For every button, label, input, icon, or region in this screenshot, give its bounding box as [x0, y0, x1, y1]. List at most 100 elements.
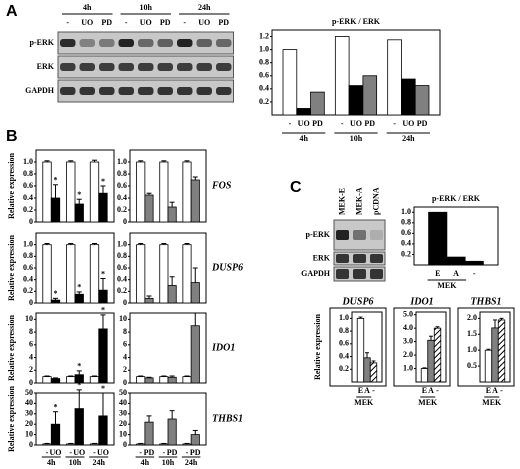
y-tick-label: 1.0	[117, 157, 127, 166]
y-tick-label: 0.6	[401, 228, 411, 237]
y-tick-label: 10	[25, 429, 33, 438]
y-tick-label: 0.4	[117, 193, 127, 202]
blot-band	[99, 39, 115, 47]
y-tick-label: 0.4	[23, 193, 33, 202]
blot-band	[196, 87, 212, 95]
bar	[427, 339, 435, 383]
plot-frame	[413, 206, 499, 266]
bar	[190, 434, 200, 446]
y-tick-label: 0	[29, 440, 33, 449]
blot-lane-label: PD	[160, 18, 171, 27]
y-tick-label: 0.6	[23, 181, 33, 190]
x-tick-label: UO	[50, 448, 62, 457]
blot-band	[177, 63, 193, 71]
bar	[190, 179, 200, 223]
y-axis-label: Relative expression	[7, 153, 16, 219]
x-tick-label: UO	[298, 119, 310, 128]
y-tick-label: 0.8	[23, 169, 33, 178]
x-tick-label: -	[163, 448, 166, 457]
bar	[144, 297, 154, 304]
bar	[136, 161, 146, 223]
x-tick-label: PD	[167, 448, 178, 457]
x-tick-label: PD	[144, 448, 155, 457]
group-label: 4h	[141, 458, 150, 467]
y-tick-label: 3.0	[403, 336, 413, 345]
y-tick-label: 0.4	[117, 274, 127, 283]
y-tick-label: 50	[25, 388, 33, 397]
y-tick-label: 0.8	[23, 251, 33, 260]
blot-row-label: p-ERK	[30, 38, 55, 47]
y-tick-label: 0	[123, 440, 127, 449]
y-axis-label: Relative expression	[7, 386, 16, 452]
blot-band	[216, 87, 232, 95]
panel-label: B	[6, 128, 18, 145]
y-tick-label: 6	[29, 340, 33, 349]
y-tick-label: 4	[29, 352, 33, 361]
x-tick-label: A	[428, 386, 434, 395]
annotation: *	[101, 384, 105, 393]
y-tick-label: 1.0	[403, 363, 413, 372]
blot-lane-label: -	[183, 18, 186, 27]
bar	[159, 443, 169, 446]
x-tick-label: PD	[364, 119, 375, 128]
y-tick-label: 5.0	[403, 310, 413, 319]
y-tick-label: 1.0	[117, 239, 127, 248]
bar	[74, 203, 84, 223]
y-tick-label: 1.0	[259, 44, 269, 53]
x-tick-label: A	[364, 386, 370, 395]
blot-band	[118, 63, 134, 71]
bar	[136, 376, 146, 384]
bar	[167, 376, 177, 384]
blot-band	[177, 39, 193, 47]
bar	[446, 256, 466, 266]
blot-band	[157, 87, 173, 95]
bar	[491, 327, 499, 383]
y-tick-label: 1.0	[467, 345, 477, 354]
bar	[387, 39, 402, 116]
y-axis-label: Relative expression	[313, 314, 322, 380]
x-tick-label: -	[93, 448, 96, 457]
blot-lane-label: -	[66, 18, 69, 27]
blot-band	[118, 39, 134, 47]
chart-frame	[457, 307, 515, 387]
annotation: *	[54, 289, 58, 298]
x-tick-label: PD	[312, 119, 323, 128]
bar	[159, 376, 169, 384]
y-tick-label: 2	[123, 365, 127, 374]
y-tick-label: 40	[25, 398, 33, 407]
bar	[167, 206, 177, 223]
chart-title-gene: THBS1	[470, 296, 501, 307]
x-tick-label: E	[435, 269, 440, 278]
blot-band	[79, 63, 95, 71]
group-label: MEK	[418, 398, 438, 407]
blot-row-label: p-ERK	[306, 230, 331, 239]
blot-band	[336, 230, 349, 240]
bar	[50, 197, 61, 223]
group-label: 24h	[185, 458, 198, 467]
blot-row-label: GAPDH	[25, 86, 55, 95]
bar	[420, 368, 429, 383]
y-tick-label: 8	[29, 327, 33, 336]
blot-band	[353, 269, 366, 279]
y-tick-label: 10	[25, 314, 33, 323]
bar	[50, 299, 61, 304]
y-tick-label: 1.0	[23, 239, 33, 248]
bar	[74, 408, 84, 446]
bar	[428, 211, 448, 266]
blot-lane-label: PD	[101, 18, 112, 27]
bar	[98, 192, 108, 223]
y-tick-label: 0	[123, 298, 127, 307]
bar	[182, 244, 192, 304]
y-tick-label: 0.8	[117, 251, 127, 260]
x-tick-label: -	[393, 119, 396, 128]
y-tick-label: 4.0	[403, 323, 413, 332]
y-tick-label: 30	[119, 409, 127, 418]
bar	[182, 443, 192, 446]
chart-frame	[393, 307, 451, 387]
y-axis-label: Relative expression	[7, 315, 16, 381]
y-tick-label: 0	[29, 217, 33, 226]
bar	[144, 194, 154, 223]
bar	[89, 161, 100, 223]
y-tick-label: 0.5	[467, 361, 477, 370]
y-tick-label: 20	[25, 419, 33, 428]
